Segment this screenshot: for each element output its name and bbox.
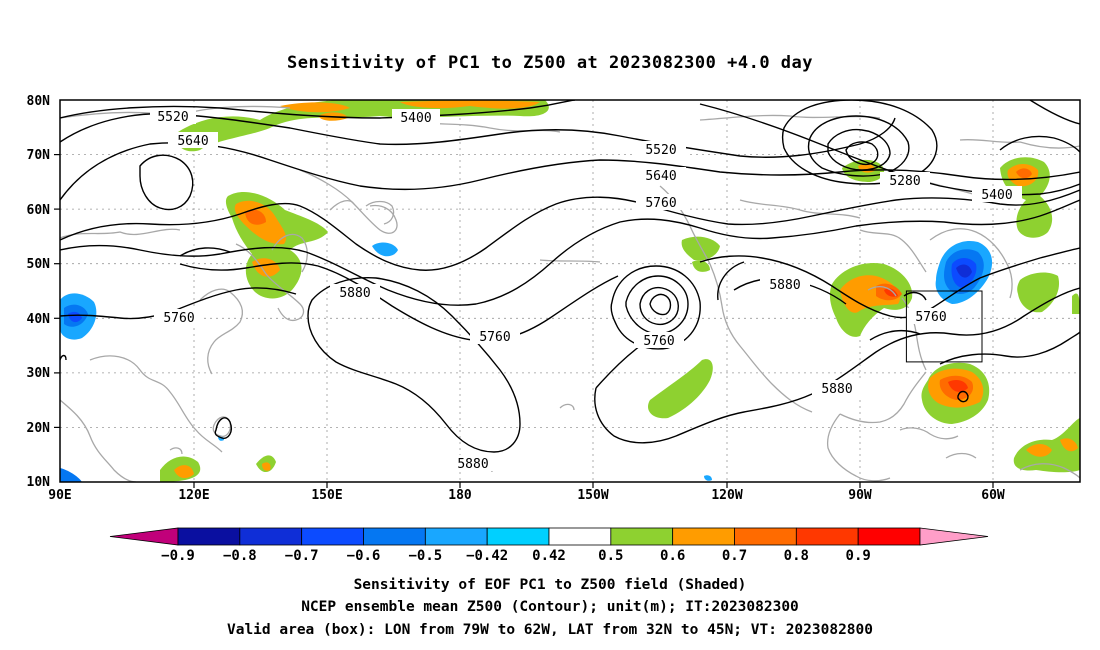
colorbar-box (301, 527, 364, 546)
contour-label: 5760 (643, 334, 674, 349)
sensitivity-shading (60, 100, 1080, 482)
colorbar-box (672, 527, 735, 546)
colorbar-tick-label: −0.9 (161, 548, 195, 564)
colorbar-tick-label: −0.8 (223, 548, 257, 564)
lon-label: 90E (48, 488, 71, 503)
lat-label: 50N (27, 257, 51, 272)
caption-line-3: Valid area (box): LON from 79W to 62W, L… (227, 622, 873, 638)
contour-label: 5760 (479, 330, 510, 345)
contour-label: 5640 (177, 134, 208, 149)
colorbar-box (424, 527, 488, 546)
colorbar-box (734, 527, 797, 546)
valid-area-box (905, 290, 983, 363)
lat-label: 80N (27, 94, 51, 109)
contour-label: 5280 (889, 174, 920, 189)
lat-label: 30N (27, 366, 51, 381)
colorbar-tick-label: 0.42 (532, 548, 566, 564)
lat-label: 40N (27, 312, 51, 327)
latitude-labels: 80N 70N 60N 50N 40N 30N 20N 10N (27, 94, 51, 490)
lon-label: 60W (981, 488, 1005, 503)
colorbar-max-arrow (919, 527, 989, 546)
contour-label: 5880 (339, 286, 370, 301)
colorbar-labels: −0.9 −0.8 −0.7 −0.6 −0.5 −0.42 0.42 0.5 0.6 0.7 0.… (161, 548, 871, 564)
contour-label: 5520 (157, 110, 188, 125)
colorbar-box (486, 527, 550, 546)
colorbar (109, 527, 989, 546)
lon-label: 120E (178, 488, 209, 503)
lat-label: 70N (27, 148, 51, 163)
coastlines (60, 105, 1080, 482)
colorbar-min-arrow (109, 527, 179, 546)
contour-label: 5760 (645, 196, 676, 211)
lon-label: 180 (448, 488, 472, 503)
caption-line-1: Sensitivity of EOF PC1 to Z500 field (Sh… (354, 577, 747, 593)
contour-label: 5880 (769, 278, 800, 293)
contour-label: 5640 (645, 169, 676, 184)
contour-label: 5880 (821, 382, 852, 397)
colorbar-tick-label: −0.42 (466, 548, 508, 564)
colorbar-tick-label: 0.8 (784, 548, 809, 564)
colorbar-tick-label: −0.5 (408, 548, 442, 564)
colorbar-box (610, 527, 674, 546)
colorbar-tick-label: −0.7 (285, 548, 319, 564)
map-frame (59, 99, 1081, 483)
colorbar-tick-label: 0.6 (660, 548, 685, 564)
lon-label: 120W (711, 488, 742, 503)
colorbar-box (177, 527, 241, 546)
lat-label: 60N (27, 203, 51, 218)
contour-label: 5520 (645, 143, 676, 158)
longitude-labels: 90E 120E 150E 180 150W 120W 90W 60W (48, 488, 1005, 503)
contour-label: 5760 (163, 311, 194, 326)
lon-label: 90W (848, 488, 872, 503)
colorbar-box (795, 527, 859, 546)
contour-labels: 5520 5640 5400 5520 5640 5760 5280 5400 … (150, 108, 1022, 472)
colorbar-tick-label: 0.7 (722, 548, 747, 564)
map-area: 5520 5640 5400 5520 5640 5760 5280 5400 … (60, 100, 1080, 482)
lon-label: 150E (311, 488, 342, 503)
axis-ticks (54, 154, 994, 488)
lat-label: 20N (27, 421, 51, 436)
lon-label: 150W (577, 488, 608, 503)
colorbar-box (548, 527, 612, 546)
lat-label: 10N (27, 475, 51, 490)
colorbar-box (239, 527, 303, 546)
figure-title: Sensitivity of PC1 to Z500 at 2023082300… (287, 53, 813, 73)
colorbar-tick-label: 0.9 (846, 548, 871, 564)
colorbar-box (363, 527, 426, 546)
contour-label: 5880 (457, 457, 488, 472)
colorbar-box (857, 527, 921, 546)
contour-label: 5400 (981, 188, 1012, 203)
contour-label: 5400 (400, 111, 431, 126)
colorbar-tick-label: 0.5 (598, 548, 623, 564)
caption-line-2: NCEP ensemble mean Z500 (Contour); unit(… (301, 599, 799, 615)
colorbar-tick-label: −0.6 (347, 548, 381, 564)
contour-label: 5760 (915, 310, 946, 325)
